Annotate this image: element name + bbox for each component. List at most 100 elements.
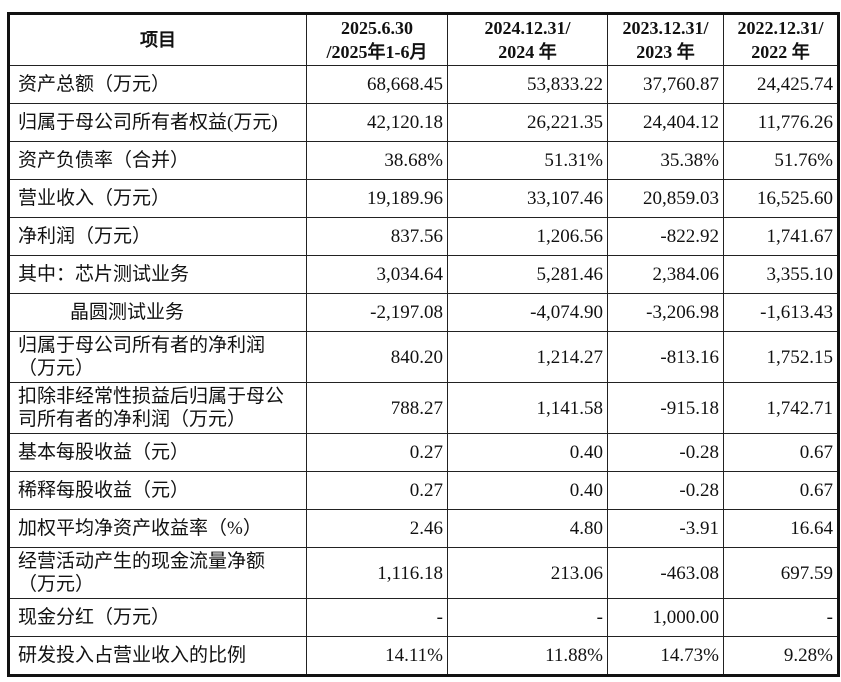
row-value: 3,355.10 xyxy=(723,255,839,294)
row-value: 0.27 xyxy=(306,471,448,510)
row-value: 1,742.71 xyxy=(723,382,839,434)
row-value: -2,197.08 xyxy=(306,293,448,332)
row-value: -463.08 xyxy=(607,547,724,599)
header-line2: /2025年1-6月 xyxy=(326,42,428,62)
financial-summary-table: 项目 2025.6.30/2025年1-6月 2024.12.31/2024 年… xyxy=(7,12,840,677)
table-row: 基本每股收益（元） 0.27 0.40 -0.28 0.67 xyxy=(8,433,839,472)
row-value: 0.67 xyxy=(723,471,839,510)
row-value: 0.27 xyxy=(306,433,448,472)
row-label: 资产负债率（合并） xyxy=(8,141,307,180)
row-value: 1,116.18 xyxy=(306,547,448,599)
table-row: 归属于母公司所有者的净利润（万元） 840.20 1,214.27 -813.16 1,… xyxy=(8,331,839,383)
header-line1: 2023.12.31/ xyxy=(622,18,709,38)
header-2023: 2023.12.31/2023 年 xyxy=(607,13,724,66)
header-2022: 2022.12.31/2022 年 xyxy=(723,13,839,66)
header-line1: 2022.12.31/ xyxy=(737,18,824,38)
table-row: 经营活动产生的现金流量净额（万元） 1,116.18 213.06 -463.08 69… xyxy=(8,547,839,599)
row-value: 4.80 xyxy=(447,509,608,548)
row-value: 837.56 xyxy=(306,217,448,256)
row-value: 213.06 xyxy=(447,547,608,599)
row-label: 扣除非经常性损益后归属于母公司所有者的净利润（万元） xyxy=(8,382,307,434)
row-value: 1,752.15 xyxy=(723,331,839,383)
row-value: 788.27 xyxy=(306,382,448,434)
row-value: -0.28 xyxy=(607,471,724,510)
row-label: 基本每股收益（元） xyxy=(8,433,307,472)
row-value: 24,425.74 xyxy=(723,65,839,104)
row-label: 现金分红（万元） xyxy=(8,598,307,637)
row-value: 3,034.64 xyxy=(306,255,448,294)
row-label: 资产总额（万元） xyxy=(8,65,307,104)
row-value: 0.40 xyxy=(447,471,608,510)
table-row: 资产总额（万元） 68,668.45 53,833.22 37,760.87 24,42… xyxy=(8,65,839,104)
row-value: 2.46 xyxy=(306,509,448,548)
table-row: 营业收入（万元） 19,189.96 33,107.46 20,859.03 16,52… xyxy=(8,179,839,218)
row-value: 51.76% xyxy=(723,141,839,180)
header-item: 项目 xyxy=(8,13,307,66)
header-2024: 2024.12.31/2024 年 xyxy=(447,13,608,66)
header-line1: 2024.12.31/ xyxy=(484,18,571,38)
row-value: -822.92 xyxy=(607,217,724,256)
row-value: -4,074.90 xyxy=(447,293,608,332)
row-value: 38.68% xyxy=(306,141,448,180)
row-value: 5,281.46 xyxy=(447,255,608,294)
row-value: - xyxy=(723,598,839,637)
header-line2: 2022 年 xyxy=(751,42,810,62)
table-row: 扣除非经常性损益后归属于母公司所有者的净利润（万元） 788.27 1,141.58… xyxy=(8,382,839,434)
row-value: -0.28 xyxy=(607,433,724,472)
row-label: 其中：芯片测试业务 xyxy=(8,255,307,294)
table-row: 研发投入占营业收入的比例 14.11% 11.88% 14.73% 9.28% xyxy=(8,636,839,676)
row-value: 1,741.67 xyxy=(723,217,839,256)
row-value: 0.40 xyxy=(447,433,608,472)
row-label: 晶圆测试业务 xyxy=(8,293,307,332)
row-value: 1,206.56 xyxy=(447,217,608,256)
row-value: 53,833.22 xyxy=(447,65,608,104)
table-row: 晶圆测试业务 -2,197.08 -4,074.90 -3,206.98 -1,613.… xyxy=(8,293,839,332)
row-value: 42,120.18 xyxy=(306,103,448,142)
row-value: 14.73% xyxy=(607,636,724,676)
row-value: 16,525.60 xyxy=(723,179,839,218)
row-value: -915.18 xyxy=(607,382,724,434)
row-value: - xyxy=(306,598,448,637)
row-value: 2,384.06 xyxy=(607,255,724,294)
row-label: 归属于母公司所有者权益(万元) xyxy=(8,103,307,142)
row-label: 净利润（万元） xyxy=(8,217,307,256)
header-line2: 2024 年 xyxy=(498,42,557,62)
row-value: 11,776.26 xyxy=(723,103,839,142)
header-2025h1: 2025.6.30/2025年1-6月 xyxy=(306,13,448,66)
row-value: 35.38% xyxy=(607,141,724,180)
header-line2: 2023 年 xyxy=(636,42,695,62)
table-row: 加权平均净资产收益率（%） 2.46 4.80 -3.91 16.64 xyxy=(8,509,839,548)
row-value: - xyxy=(447,598,608,637)
row-value: 0.67 xyxy=(723,433,839,472)
row-value: 11.88% xyxy=(447,636,608,676)
row-value: -3.91 xyxy=(607,509,724,548)
row-value: 840.20 xyxy=(306,331,448,383)
row-value: 24,404.12 xyxy=(607,103,724,142)
row-label: 加权平均净资产收益率（%） xyxy=(8,509,307,548)
row-value: 16.64 xyxy=(723,509,839,548)
row-value: 1,000.00 xyxy=(607,598,724,637)
table-row: 稀释每股收益（元） 0.27 0.40 -0.28 0.67 xyxy=(8,471,839,510)
row-value: 1,214.27 xyxy=(447,331,608,383)
row-value: 697.59 xyxy=(723,547,839,599)
table-row: 资产负债率（合并） 38.68% 51.31% 35.38% 51.76% xyxy=(8,141,839,180)
table-row: 其中：芯片测试业务 3,034.64 5,281.46 2,384.06 3,355.1… xyxy=(8,255,839,294)
header-row: 项目 2025.6.30/2025年1-6月 2024.12.31/2024 年… xyxy=(8,13,839,66)
row-value: 20,859.03 xyxy=(607,179,724,218)
row-value: 1,141.58 xyxy=(447,382,608,434)
row-value: 33,107.46 xyxy=(447,179,608,218)
row-value: -813.16 xyxy=(607,331,724,383)
row-label: 稀释每股收益（元） xyxy=(8,471,307,510)
header-item-text: 项目 xyxy=(140,30,176,50)
row-value: 51.31% xyxy=(447,141,608,180)
row-value: 9.28% xyxy=(723,636,839,676)
table-row: 归属于母公司所有者权益(万元) 42,120.18 26,221.35 24,404.… xyxy=(8,103,839,142)
row-label: 经营活动产生的现金流量净额（万元） xyxy=(8,547,307,599)
row-label: 研发投入占营业收入的比例 xyxy=(8,636,307,676)
row-value: 26,221.35 xyxy=(447,103,608,142)
table-row: 净利润（万元） 837.56 1,206.56 -822.92 1,741.67 xyxy=(8,217,839,256)
row-value: 68,668.45 xyxy=(306,65,448,104)
row-value: -3,206.98 xyxy=(607,293,724,332)
header-line1: 2025.6.30 xyxy=(341,18,413,38)
table-row: 现金分红（万元） - -1,000.00- xyxy=(8,598,839,637)
